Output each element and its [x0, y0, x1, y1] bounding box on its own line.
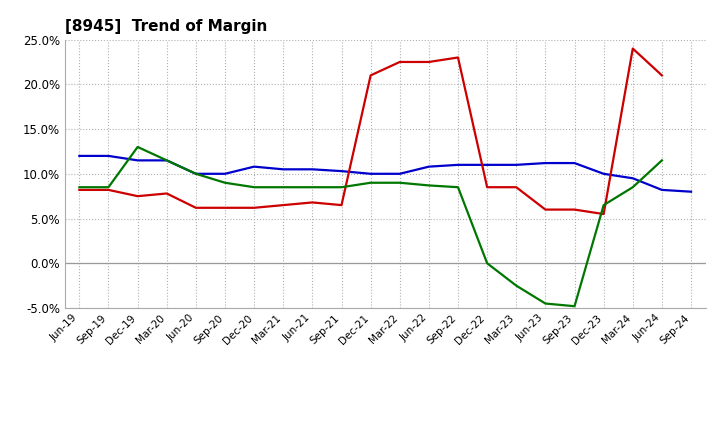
- Net Income: [366, 73, 375, 78]
- Ordinary Income: [75, 153, 84, 158]
- Operating Cashflow: [133, 144, 142, 150]
- Operating Cashflow: [192, 171, 200, 176]
- Ordinary Income: [366, 171, 375, 176]
- Net Income: [308, 200, 317, 205]
- Ordinary Income: [454, 162, 462, 168]
- Operating Cashflow: [395, 180, 404, 185]
- Ordinary Income: [104, 153, 113, 158]
- Net Income: [133, 194, 142, 199]
- Operating Cashflow: [454, 185, 462, 190]
- Operating Cashflow: [483, 260, 492, 266]
- Ordinary Income: [570, 161, 579, 166]
- Net Income: [279, 202, 287, 208]
- Ordinary Income: [395, 171, 404, 176]
- Operating Cashflow: [512, 283, 521, 288]
- Net Income: [512, 185, 521, 190]
- Net Income: [541, 207, 550, 212]
- Operating Cashflow: [279, 185, 287, 190]
- Operating Cashflow: [366, 180, 375, 185]
- Net Income: [104, 187, 113, 193]
- Net Income: [454, 55, 462, 60]
- Net Income: [250, 205, 258, 210]
- Ordinary Income: [220, 171, 229, 176]
- Operating Cashflow: [425, 183, 433, 188]
- Text: [8945]  Trend of Margin: [8945] Trend of Margin: [65, 19, 267, 34]
- Net Income: [425, 59, 433, 65]
- Net Income: [75, 187, 84, 193]
- Ordinary Income: [250, 164, 258, 169]
- Net Income: [570, 207, 579, 212]
- Ordinary Income: [541, 161, 550, 166]
- Operating Cashflow: [220, 180, 229, 185]
- Net Income: [629, 46, 637, 51]
- Net Income: [337, 202, 346, 208]
- Net Income: [599, 211, 608, 216]
- Net Income: [483, 185, 492, 190]
- Net Income: [657, 73, 666, 78]
- Ordinary Income: [337, 169, 346, 174]
- Ordinary Income: [308, 167, 317, 172]
- Ordinary Income: [657, 187, 666, 193]
- Ordinary Income: [425, 164, 433, 169]
- Net Income: [220, 205, 229, 210]
- Operating Cashflow: [250, 185, 258, 190]
- Line: Net Income: Net Income: [79, 48, 662, 214]
- Operating Cashflow: [163, 158, 171, 163]
- Ordinary Income: [629, 176, 637, 181]
- Operating Cashflow: [657, 158, 666, 163]
- Ordinary Income: [599, 171, 608, 176]
- Net Income: [163, 191, 171, 196]
- Operating Cashflow: [104, 185, 113, 190]
- Ordinary Income: [512, 162, 521, 168]
- Operating Cashflow: [337, 185, 346, 190]
- Ordinary Income: [163, 158, 171, 163]
- Operating Cashflow: [75, 185, 84, 190]
- Operating Cashflow: [308, 185, 317, 190]
- Operating Cashflow: [629, 185, 637, 190]
- Operating Cashflow: [570, 304, 579, 309]
- Ordinary Income: [192, 171, 200, 176]
- Ordinary Income: [483, 162, 492, 168]
- Operating Cashflow: [599, 202, 608, 208]
- Line: Operating Cashflow: Operating Cashflow: [79, 147, 662, 306]
- Net Income: [192, 205, 200, 210]
- Net Income: [395, 59, 404, 65]
- Ordinary Income: [687, 189, 696, 194]
- Operating Cashflow: [541, 301, 550, 306]
- Ordinary Income: [279, 167, 287, 172]
- Ordinary Income: [133, 158, 142, 163]
- Line: Ordinary Income: Ordinary Income: [79, 156, 691, 192]
